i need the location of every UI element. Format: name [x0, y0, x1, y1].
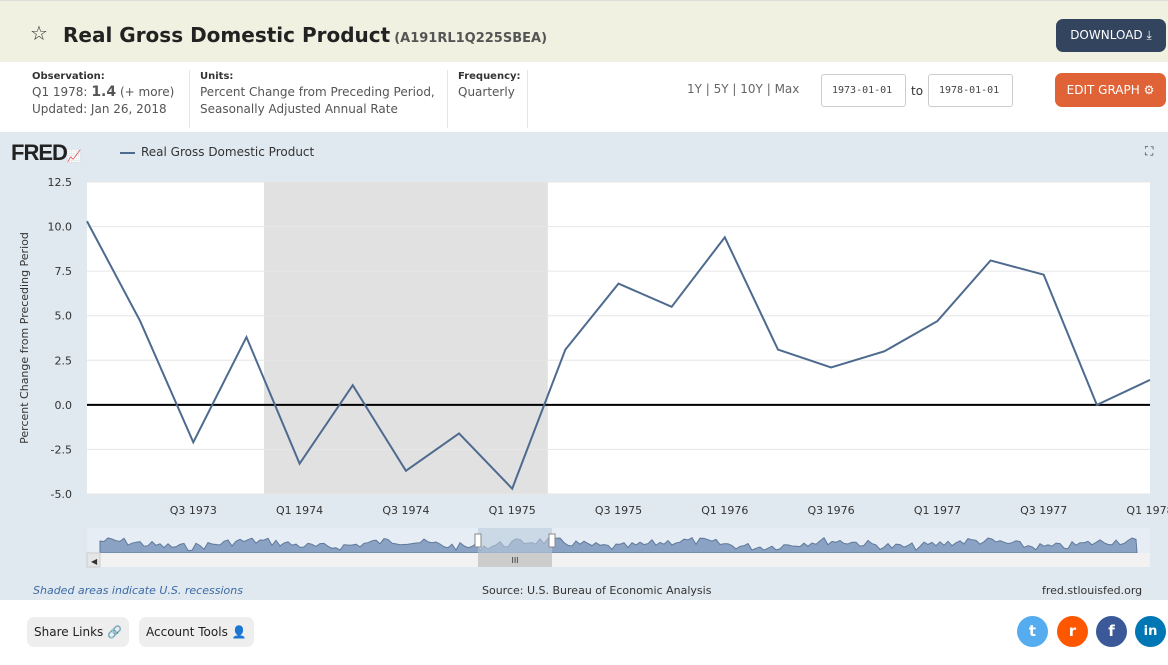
facebook-icon[interactable]: f — [1096, 616, 1127, 647]
y-tick-label: 2.5 — [55, 354, 73, 367]
scrollbar-grip-icon: III — [511, 556, 518, 565]
end-date-input[interactable]: 1978-01-01 — [928, 74, 1013, 107]
gear-icon: ⚙ — [1143, 83, 1155, 97]
observation-value: 1.4 — [91, 84, 117, 100]
account-tools-button[interactable]: Account Tools 👤 — [139, 617, 254, 647]
observation-label: Observation: — [32, 71, 105, 82]
fred-logo: FRED📈 — [11, 140, 82, 166]
series-header: ☆ Real Gross Domestic Product (A191RL1Q22… — [0, 0, 1168, 62]
range-selector: 1Y | 5Y | 10Y | Max — [687, 82, 800, 96]
observation-more-link[interactable]: (+ more) — [119, 85, 175, 99]
site-link[interactable]: fred.stlouisfed.org — [1042, 584, 1143, 597]
navigator-series — [99, 536, 1138, 554]
scrollbar-track[interactable] — [87, 553, 1150, 567]
range-5y[interactable]: 5Y — [713, 82, 729, 96]
units-line2: Seasonally Adjusted Annual Rate — [200, 102, 398, 116]
observation-period: Q1 1978: — [32, 85, 88, 99]
line-chart: 12.5 10.0 7.5 5.0 2.5 0.0 -2.5 -5.0 Q3 1973 Q1 19… — [18, 176, 1168, 568]
recession-shade — [263, 182, 548, 494]
frequency-block: Frequency: Quarterly — [458, 70, 521, 101]
source-text: Source: U.S. Bureau of Economic Analysis — [482, 584, 712, 597]
favorite-star-icon[interactable]: ☆ — [30, 21, 48, 45]
x-tick-label: Q1 1976 — [701, 504, 748, 517]
download-icon: ⤓ — [1146, 28, 1152, 42]
x-tick-label: Q1 1977 — [914, 504, 961, 517]
account-tools-label: Account Tools — [146, 625, 228, 639]
info-bar: Observation: Q1 1978: 1.4 (+ more) Updat… — [0, 62, 1168, 132]
x-tick-label: Q3 1976 — [808, 504, 855, 517]
x-tick-label: Q1 1974 — [276, 504, 323, 517]
legend-line-icon — [120, 151, 135, 154]
y-axis-label: Percent Change from Preceding Period — [18, 232, 31, 444]
observation-block: Observation: Q1 1978: 1.4 (+ more) Updat… — [32, 70, 174, 118]
edit-graph-button[interactable]: EDIT GRAPH ⚙ — [1055, 73, 1166, 107]
x-tick-label: Q3 1974 — [382, 504, 429, 517]
units-block: Units: Percent Change from Preceding Per… — [200, 70, 435, 118]
user-icon: 👤 — [231, 625, 247, 639]
navigator-handle-left[interactable] — [474, 533, 482, 548]
x-tick-label: Q3 1977 — [1020, 504, 1067, 517]
share-links-label: Share Links — [34, 625, 104, 639]
to-label: to — [911, 84, 924, 98]
x-tick-label: Q1 1978 — [1126, 504, 1168, 517]
chart-logo-icon: 📈 — [66, 149, 82, 163]
share-links-button[interactable]: Share Links 🔗 — [27, 617, 130, 647]
legend: Real Gross Domestic Product — [120, 145, 314, 159]
y-tick-label: 5.0 — [55, 310, 73, 323]
y-tick-label: 10.0 — [48, 221, 73, 234]
navigator-selection[interactable] — [478, 528, 552, 553]
units-label: Units: — [200, 71, 234, 82]
scrollbar-thumb[interactable] — [478, 553, 552, 567]
divider — [189, 70, 190, 128]
reddit-icon[interactable]: r — [1057, 616, 1088, 647]
range-10y[interactable]: 10Y — [740, 82, 763, 96]
series-title: Real Gross Domestic Product — [63, 23, 391, 47]
linkedin-icon[interactable]: in — [1135, 616, 1166, 647]
page-title: Real Gross Domestic Product (A191RL1Q225S… — [63, 23, 547, 47]
units-line1: Percent Change from Preceding Period, — [200, 85, 435, 99]
frequency-label: Frequency: — [458, 71, 521, 82]
y-tick-label: 0.0 — [55, 399, 73, 412]
frequency-value: Quarterly — [458, 85, 515, 99]
x-tick-label: Q3 1973 — [170, 504, 217, 517]
fullscreen-icon[interactable]: ⛶ — [1145, 144, 1154, 158]
x-tick-label: Q1 1975 — [489, 504, 536, 517]
range-max[interactable]: Max — [774, 82, 800, 96]
divider — [447, 70, 448, 128]
twitter-icon[interactable]: t — [1017, 616, 1048, 647]
updated-date: Updated: Jan 26, 2018 — [32, 102, 167, 116]
download-label: DOWNLOAD — [1070, 28, 1143, 42]
link-icon: 🔗 — [107, 625, 123, 639]
y-tick-label: 12.5 — [48, 176, 73, 189]
scroll-left-arrow-icon: ◀ — [91, 557, 98, 566]
y-tick-label: 7.5 — [55, 265, 73, 278]
navigator[interactable]: ◀ III — [86, 528, 1150, 568]
scroll-left-button[interactable] — [86, 552, 101, 568]
recession-note: Shaded areas indicate U.S. recessions — [33, 584, 243, 597]
fred-logo-text: FRED — [11, 140, 68, 165]
download-button[interactable]: DOWNLOAD ⤓ — [1056, 19, 1166, 52]
y-tick-label: -5.0 — [51, 488, 72, 501]
x-tick-label: Q3 1975 — [595, 504, 642, 517]
start-date-input[interactable]: 1973-01-01 — [821, 74, 906, 107]
series-id: (A191RL1Q225SBEA) — [394, 31, 548, 46]
legend-label: Real Gross Domestic Product — [141, 145, 315, 159]
range-1y[interactable]: 1Y — [687, 82, 702, 96]
y-tick-label: -2.5 — [51, 443, 72, 456]
navigator-handle-right[interactable] — [548, 533, 556, 548]
divider — [527, 70, 528, 128]
edit-graph-label: EDIT GRAPH — [1066, 83, 1140, 97]
